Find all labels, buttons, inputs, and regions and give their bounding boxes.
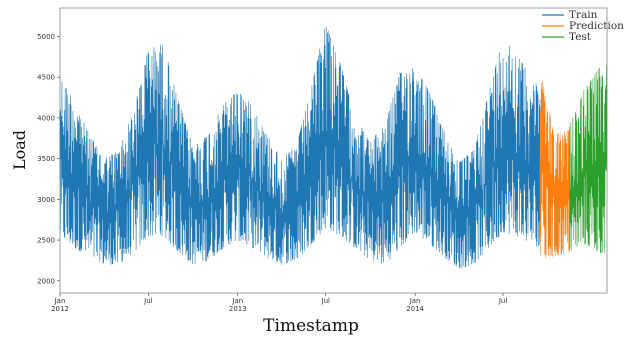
series-line-prediction: [539, 80, 570, 258]
legend-label-prediction: Prediction: [569, 20, 624, 32]
y-axis-title: Load: [10, 130, 29, 170]
y-tick-label: 3000: [37, 196, 55, 204]
x-tick-label: 2012: [51, 305, 69, 313]
series-line-train: [59, 26, 541, 269]
x-tick-label: Jul: [498, 297, 508, 305]
x-tick-label: 2014: [406, 305, 424, 313]
x-tick-label: Jul: [321, 297, 331, 305]
y-tick-label: 3500: [37, 155, 55, 163]
x-tick-label: Jul: [143, 297, 153, 305]
series-layer: [59, 26, 608, 269]
y-tick-label: 5000: [37, 33, 55, 41]
x-axis-title: Timestamp: [263, 316, 359, 336]
legend-label-test: Test: [569, 31, 592, 43]
y-tick-label: 4500: [37, 74, 55, 82]
y-tick-label: 2000: [37, 277, 55, 285]
x-tick-label: Jan: [54, 297, 66, 305]
y-tick-label: 4000: [37, 114, 55, 122]
series-line-test: [569, 64, 608, 254]
y-tick-label: 2500: [37, 237, 55, 245]
x-tick-label: Jan: [231, 297, 243, 305]
x-tick-label: 2013: [229, 305, 247, 313]
x-tick-label: Jan: [409, 297, 421, 305]
y-axis: 2000 2500 3000 3500 4000 4500 5000: [37, 33, 60, 285]
legend-label-train: Train: [569, 9, 598, 21]
